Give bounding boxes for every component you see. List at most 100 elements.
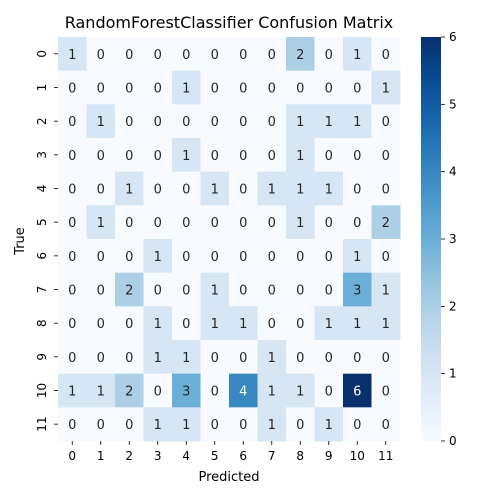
heatmap-cell-1-11 <box>371 70 401 105</box>
cell-value-label-7-6: 0 <box>239 284 247 299</box>
cell-value-label-7-9: 0 <box>325 284 333 299</box>
heatmap-cell-11-3 <box>143 407 173 442</box>
cell-value-label-0-3: 0 <box>154 48 162 63</box>
cell-value-label-6-2: 0 <box>125 250 133 265</box>
heatmap-cell-2-3 <box>143 104 173 139</box>
cell-value-label-1-6: 0 <box>239 82 247 97</box>
cell-value-label-4-0: 0 <box>68 183 76 198</box>
x-tick-label: 0 <box>68 449 76 463</box>
cell-value-label-10-4: 3 <box>182 385 190 400</box>
cell-value-label-11-8: 0 <box>296 418 304 433</box>
heatmap-cell-6-10 <box>343 239 372 274</box>
heatmap-cell-1-8 <box>286 70 315 105</box>
cell-value-label-8-11: 1 <box>382 317 390 332</box>
heatmap-cell-3-2 <box>115 138 144 173</box>
cell-value-label-2-8: 1 <box>296 115 304 130</box>
heatmap-cell-0-9 <box>314 37 344 72</box>
heatmap-cell-7-1 <box>86 272 116 307</box>
cell-value-label-0-9: 0 <box>325 48 333 63</box>
cell-value-label-3-3: 0 <box>154 149 162 164</box>
cell-value-label-4-11: 0 <box>382 183 390 198</box>
colorbar-tick-label: 0 <box>449 434 457 448</box>
heatmap-cell-10-11 <box>371 373 401 408</box>
cell-value-label-7-10: 3 <box>353 284 361 299</box>
cell-value-label-1-11: 1 <box>382 82 390 97</box>
heatmap-cell-3-5 <box>200 138 230 173</box>
heatmap-cell-0-11 <box>371 37 401 72</box>
cell-value-label-2-1: 1 <box>97 115 105 130</box>
cell-value-label-4-7: 1 <box>268 183 276 198</box>
cell-value-label-2-4: 0 <box>182 115 190 130</box>
cell-value-label-3-5: 0 <box>211 149 219 164</box>
heatmap-cell-6-6 <box>229 239 258 274</box>
cell-value-label-4-9: 1 <box>325 183 333 198</box>
cell-value-label-10-7: 1 <box>268 385 276 400</box>
heatmap-cell-8-9 <box>314 306 344 341</box>
heatmap-cell-1-10 <box>343 70 372 105</box>
heatmap-cell-5-8 <box>286 205 315 240</box>
cell-value-label-4-5: 1 <box>211 183 219 198</box>
cell-value-label-5-10: 0 <box>353 216 361 231</box>
heatmap-cell-6-1 <box>86 239 116 274</box>
cell-value-label-11-11: 0 <box>382 418 390 433</box>
cell-value-label-0-1: 0 <box>97 48 105 63</box>
cell-value-label-7-8: 0 <box>296 284 304 299</box>
x-tick-label: 4 <box>182 449 190 463</box>
heatmap-cell-1-0 <box>58 70 87 105</box>
cell-value-label-7-3: 0 <box>154 284 162 299</box>
heatmap-cell-1-6 <box>229 70 258 105</box>
heatmap-cell-7-4 <box>172 272 201 307</box>
heatmap-cell-2-0 <box>58 104 87 139</box>
y-tick-label: 10 <box>35 383 49 398</box>
cell-value-label-6-3: 1 <box>154 250 162 265</box>
cell-value-label-11-5: 0 <box>211 418 219 433</box>
y-tick-label: 11 <box>35 417 49 432</box>
cell-value-label-5-3: 0 <box>154 216 162 231</box>
cell-value-label-8-7: 0 <box>268 317 276 332</box>
cell-value-label-10-0: 1 <box>68 385 76 400</box>
heatmap-cell-5-1 <box>86 205 116 240</box>
x-tick-label: 6 <box>239 449 247 463</box>
cell-value-label-11-3: 1 <box>154 418 162 433</box>
cell-value-label-11-1: 0 <box>97 418 105 433</box>
heatmap-cell-0-6 <box>229 37 258 72</box>
x-tick-label: 2 <box>125 449 133 463</box>
heatmap-cell-7-3 <box>143 272 173 307</box>
heatmap-cell-7-6 <box>229 272 258 307</box>
heatmap-cell-5-10 <box>343 205 372 240</box>
heatmap-cell-7-10 <box>343 272 372 307</box>
heatmap-cell-10-0 <box>58 373 87 408</box>
cell-value-label-0-5: 0 <box>211 48 219 63</box>
heatmap-cell-2-7 <box>257 104 287 139</box>
heatmap-cell-11-0 <box>58 407 87 442</box>
cell-value-label-4-6: 0 <box>239 183 247 198</box>
cell-value-label-2-3: 0 <box>154 115 162 130</box>
cell-value-label-0-4: 0 <box>182 48 190 63</box>
cell-value-label-0-2: 0 <box>125 48 133 63</box>
cell-value-label-10-2: 2 <box>125 385 133 400</box>
cell-value-label-11-9: 1 <box>325 418 333 433</box>
colorbar-tick-label: 2 <box>449 299 457 313</box>
heatmap-cell-3-11 <box>371 138 401 173</box>
cell-value-label-9-11: 0 <box>382 351 390 366</box>
cell-value-label-2-10: 1 <box>353 115 361 130</box>
heatmap-cell-5-3 <box>143 205 173 240</box>
heatmap-cell-6-8 <box>286 239 315 274</box>
heatmap-cell-4-10 <box>343 171 372 206</box>
cell-value-label-11-7: 1 <box>268 418 276 433</box>
cell-value-label-6-4: 0 <box>182 250 190 265</box>
heatmap-cell-10-7 <box>257 373 287 408</box>
heatmap-cell-10-4 <box>172 373 201 408</box>
cell-value-label-0-11: 0 <box>382 48 390 63</box>
heatmap-cell-11-10 <box>343 407 372 442</box>
y-tick-label: 3 <box>35 151 49 159</box>
cell-value-label-5-5: 0 <box>211 216 219 231</box>
cell-value-label-9-10: 0 <box>353 351 361 366</box>
cell-value-label-6-10: 1 <box>353 250 361 265</box>
heatmap-cell-6-0 <box>58 239 87 274</box>
cell-value-label-9-6: 0 <box>239 351 247 366</box>
cell-value-label-2-0: 0 <box>68 115 76 130</box>
cell-value-label-2-2: 0 <box>125 115 133 130</box>
heatmap-cell-8-1 <box>86 306 116 341</box>
cell-value-label-10-10: 6 <box>353 385 361 400</box>
